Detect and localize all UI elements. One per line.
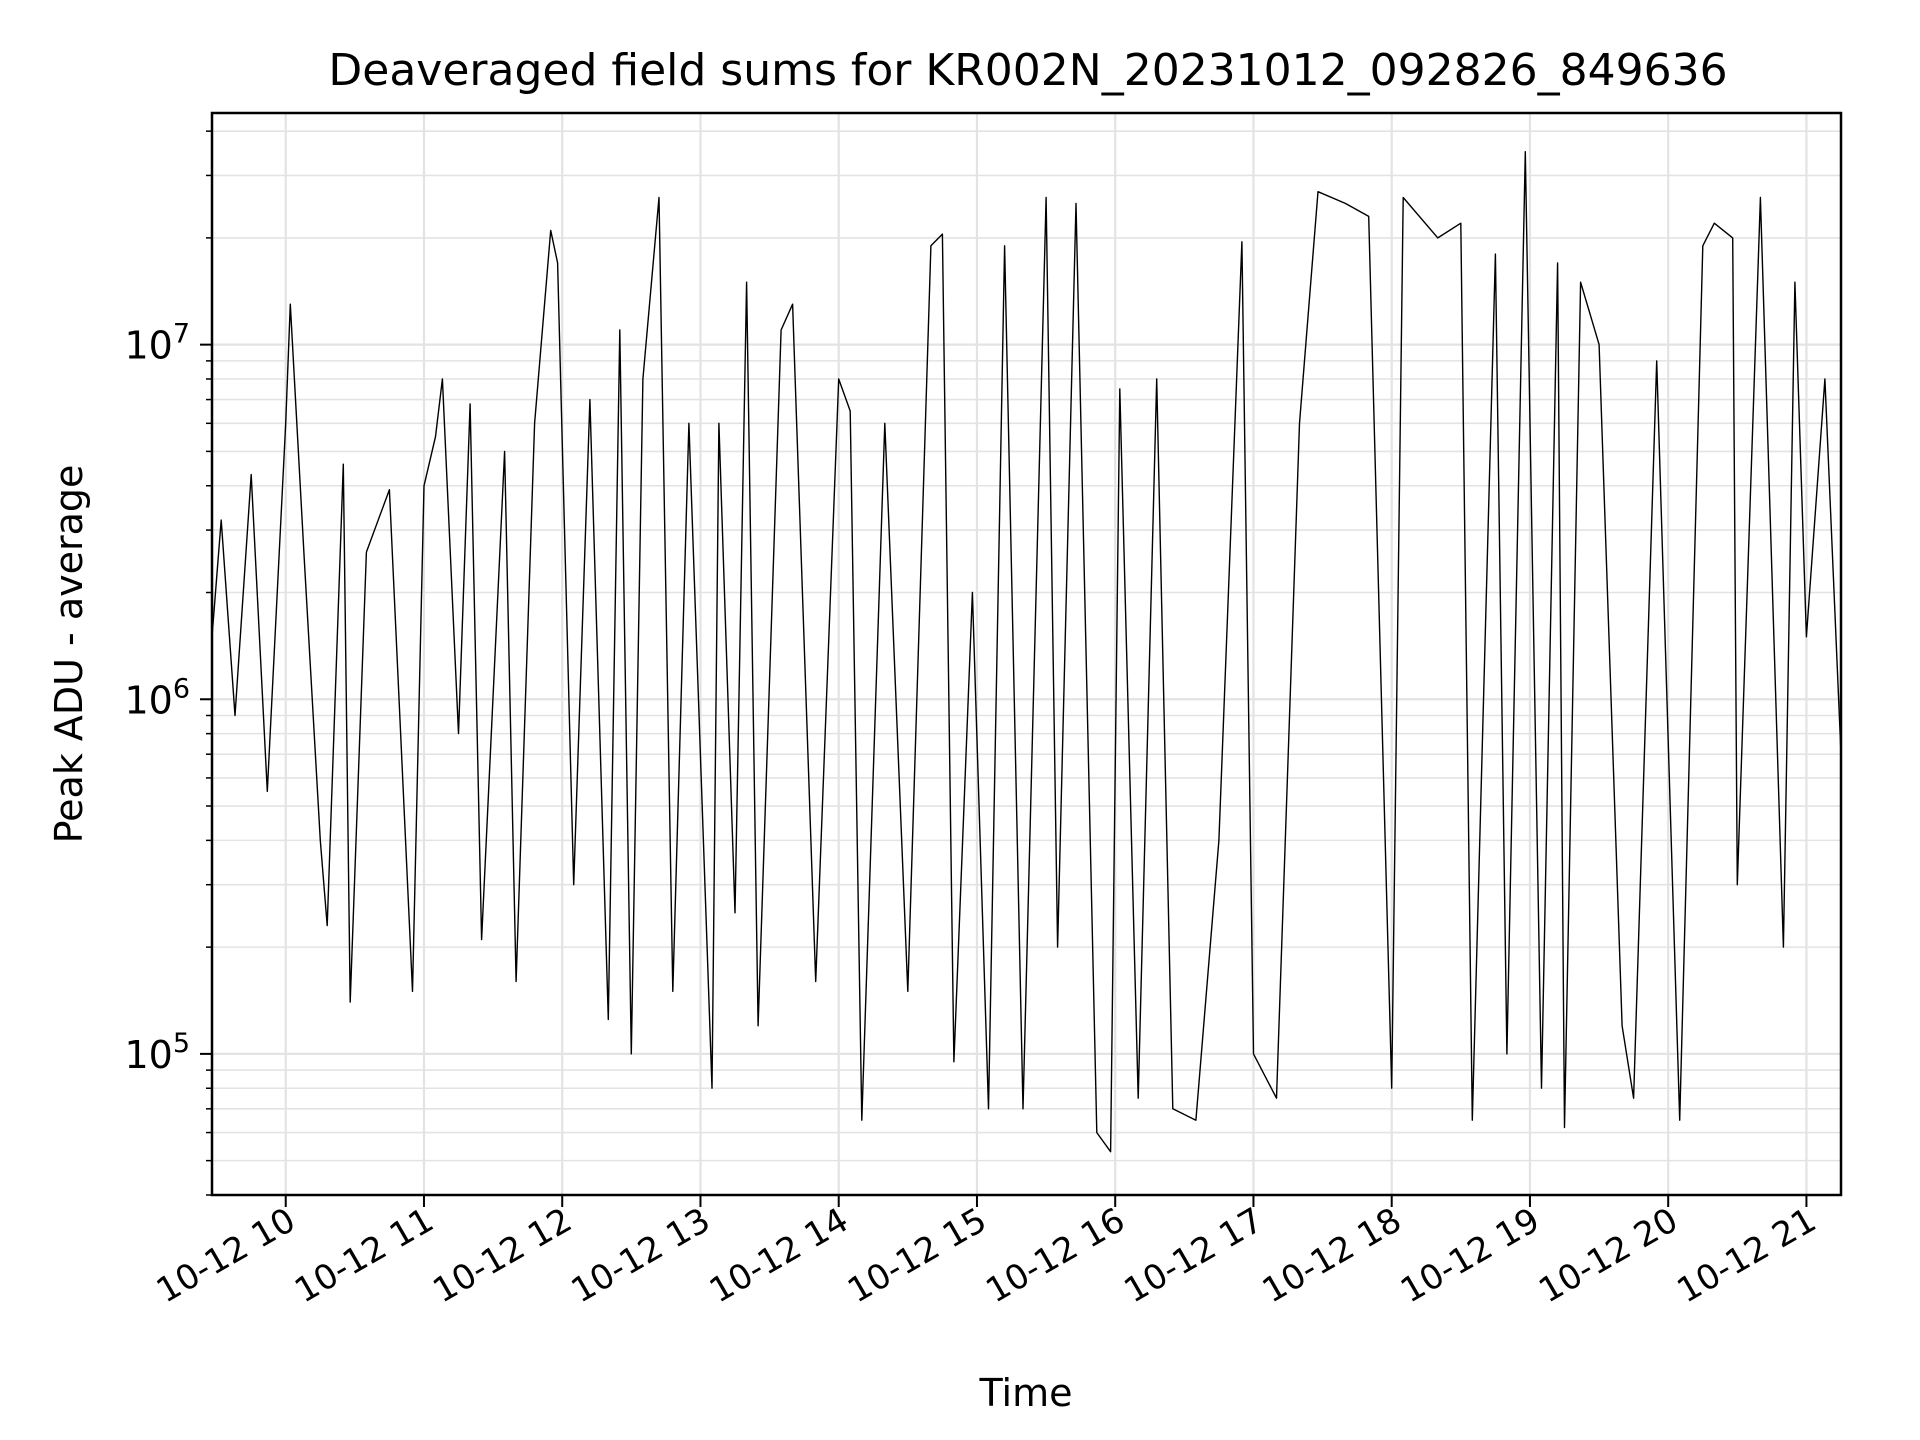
y-tick-label: 105	[124, 1028, 190, 1077]
chart-title: Deaveraged field sums for KR002N_2023101…	[328, 45, 1727, 96]
series-layer	[211, 150, 1842, 1153]
y-tick-label: 106	[124, 673, 190, 722]
y-tick-label: 107	[124, 319, 190, 368]
plot-frame	[210, 111, 1843, 1197]
y-axis-label: Peak ADU - average	[47, 465, 91, 844]
series-line-0	[211, 150, 1842, 1153]
x-axis-label: Time	[979, 1371, 1073, 1415]
y-axis: 105 106 107	[124, 130, 212, 1196]
